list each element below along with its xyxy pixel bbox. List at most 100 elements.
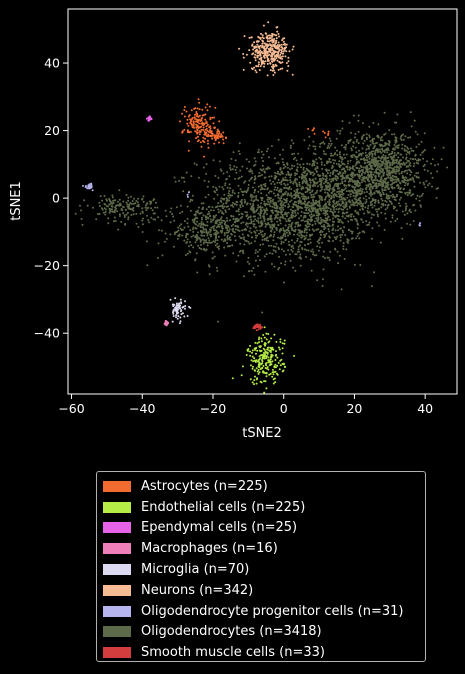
data-point (316, 189, 319, 192)
data-point (351, 230, 354, 233)
legend-label: Endothelial cells (n=225) (141, 499, 306, 515)
data-point (328, 201, 331, 204)
data-point (269, 360, 272, 363)
data-point (277, 268, 280, 271)
data-point (364, 206, 367, 209)
data-point (350, 230, 352, 233)
data-point (344, 206, 347, 209)
data-point (314, 184, 316, 187)
data-point (98, 213, 101, 215)
data-point (396, 193, 398, 196)
data-point (332, 162, 335, 165)
data-point (268, 218, 270, 221)
data-point (338, 164, 341, 167)
data-point (373, 204, 376, 207)
data-point (202, 139, 205, 142)
data-point (315, 214, 318, 217)
data-point (368, 187, 371, 189)
data-point (179, 307, 181, 310)
data-point (251, 236, 253, 239)
data-point (316, 219, 319, 222)
data-point (252, 52, 255, 55)
data-point (196, 236, 199, 239)
data-point (259, 368, 262, 370)
data-point (376, 148, 379, 151)
data-point (403, 187, 405, 190)
data-point (405, 161, 408, 164)
data-point (341, 200, 344, 203)
data-point (280, 50, 283, 53)
data-point (328, 146, 331, 149)
data-point (242, 56, 245, 59)
data-point (169, 210, 172, 213)
data-point (396, 144, 399, 147)
data-point (258, 324, 261, 326)
data-point (198, 114, 201, 117)
data-point (375, 163, 378, 166)
data-point (308, 163, 311, 166)
data-point (250, 364, 252, 367)
data-point (320, 221, 323, 224)
data-point (181, 112, 184, 115)
data-point (116, 210, 119, 213)
data-point (305, 234, 308, 237)
data-point (296, 239, 299, 242)
data-point (374, 151, 377, 154)
data-point (328, 259, 331, 262)
data-point (224, 184, 227, 187)
data-point (238, 235, 241, 238)
data-point (244, 227, 247, 230)
data-point (222, 131, 225, 134)
data-point (201, 226, 204, 229)
data-point (255, 219, 258, 222)
data-point (379, 241, 382, 244)
data-point (399, 165, 402, 168)
data-point (260, 196, 263, 199)
data-point (260, 150, 263, 153)
data-point (277, 196, 280, 199)
data-point (240, 222, 243, 225)
data-point (214, 244, 217, 247)
data-point (397, 170, 399, 172)
data-point (385, 160, 388, 163)
data-point (245, 158, 248, 161)
data-point (243, 238, 245, 241)
data-point (278, 266, 281, 269)
data-point (277, 200, 280, 203)
data-point (329, 208, 332, 211)
data-point (349, 173, 352, 176)
data-point (182, 190, 185, 193)
data-point (407, 136, 410, 139)
data-point (361, 204, 364, 207)
data-point (239, 217, 242, 220)
data-point (322, 250, 325, 253)
data-point (267, 356, 270, 359)
data-point (190, 175, 193, 178)
data-point (186, 129, 189, 132)
data-point (120, 220, 123, 223)
data-point (277, 213, 279, 216)
data-point (388, 161, 391, 164)
data-point (268, 373, 271, 376)
data-point (380, 195, 382, 198)
data-point (318, 194, 321, 197)
data-point (254, 175, 256, 178)
data-point (382, 179, 385, 182)
data-point (298, 176, 301, 178)
data-point (189, 198, 192, 201)
data-point (372, 181, 374, 184)
data-point (248, 230, 251, 233)
data-point (394, 146, 397, 149)
data-point (245, 223, 247, 226)
data-point (207, 142, 209, 145)
data-point (262, 215, 265, 218)
data-point (264, 344, 266, 347)
data-point (325, 174, 328, 177)
data-point (304, 224, 307, 227)
data-point (201, 121, 204, 124)
data-point (313, 220, 316, 223)
data-point (269, 205, 272, 208)
data-point (161, 254, 164, 257)
data-point (171, 320, 174, 323)
data-point (377, 123, 380, 126)
